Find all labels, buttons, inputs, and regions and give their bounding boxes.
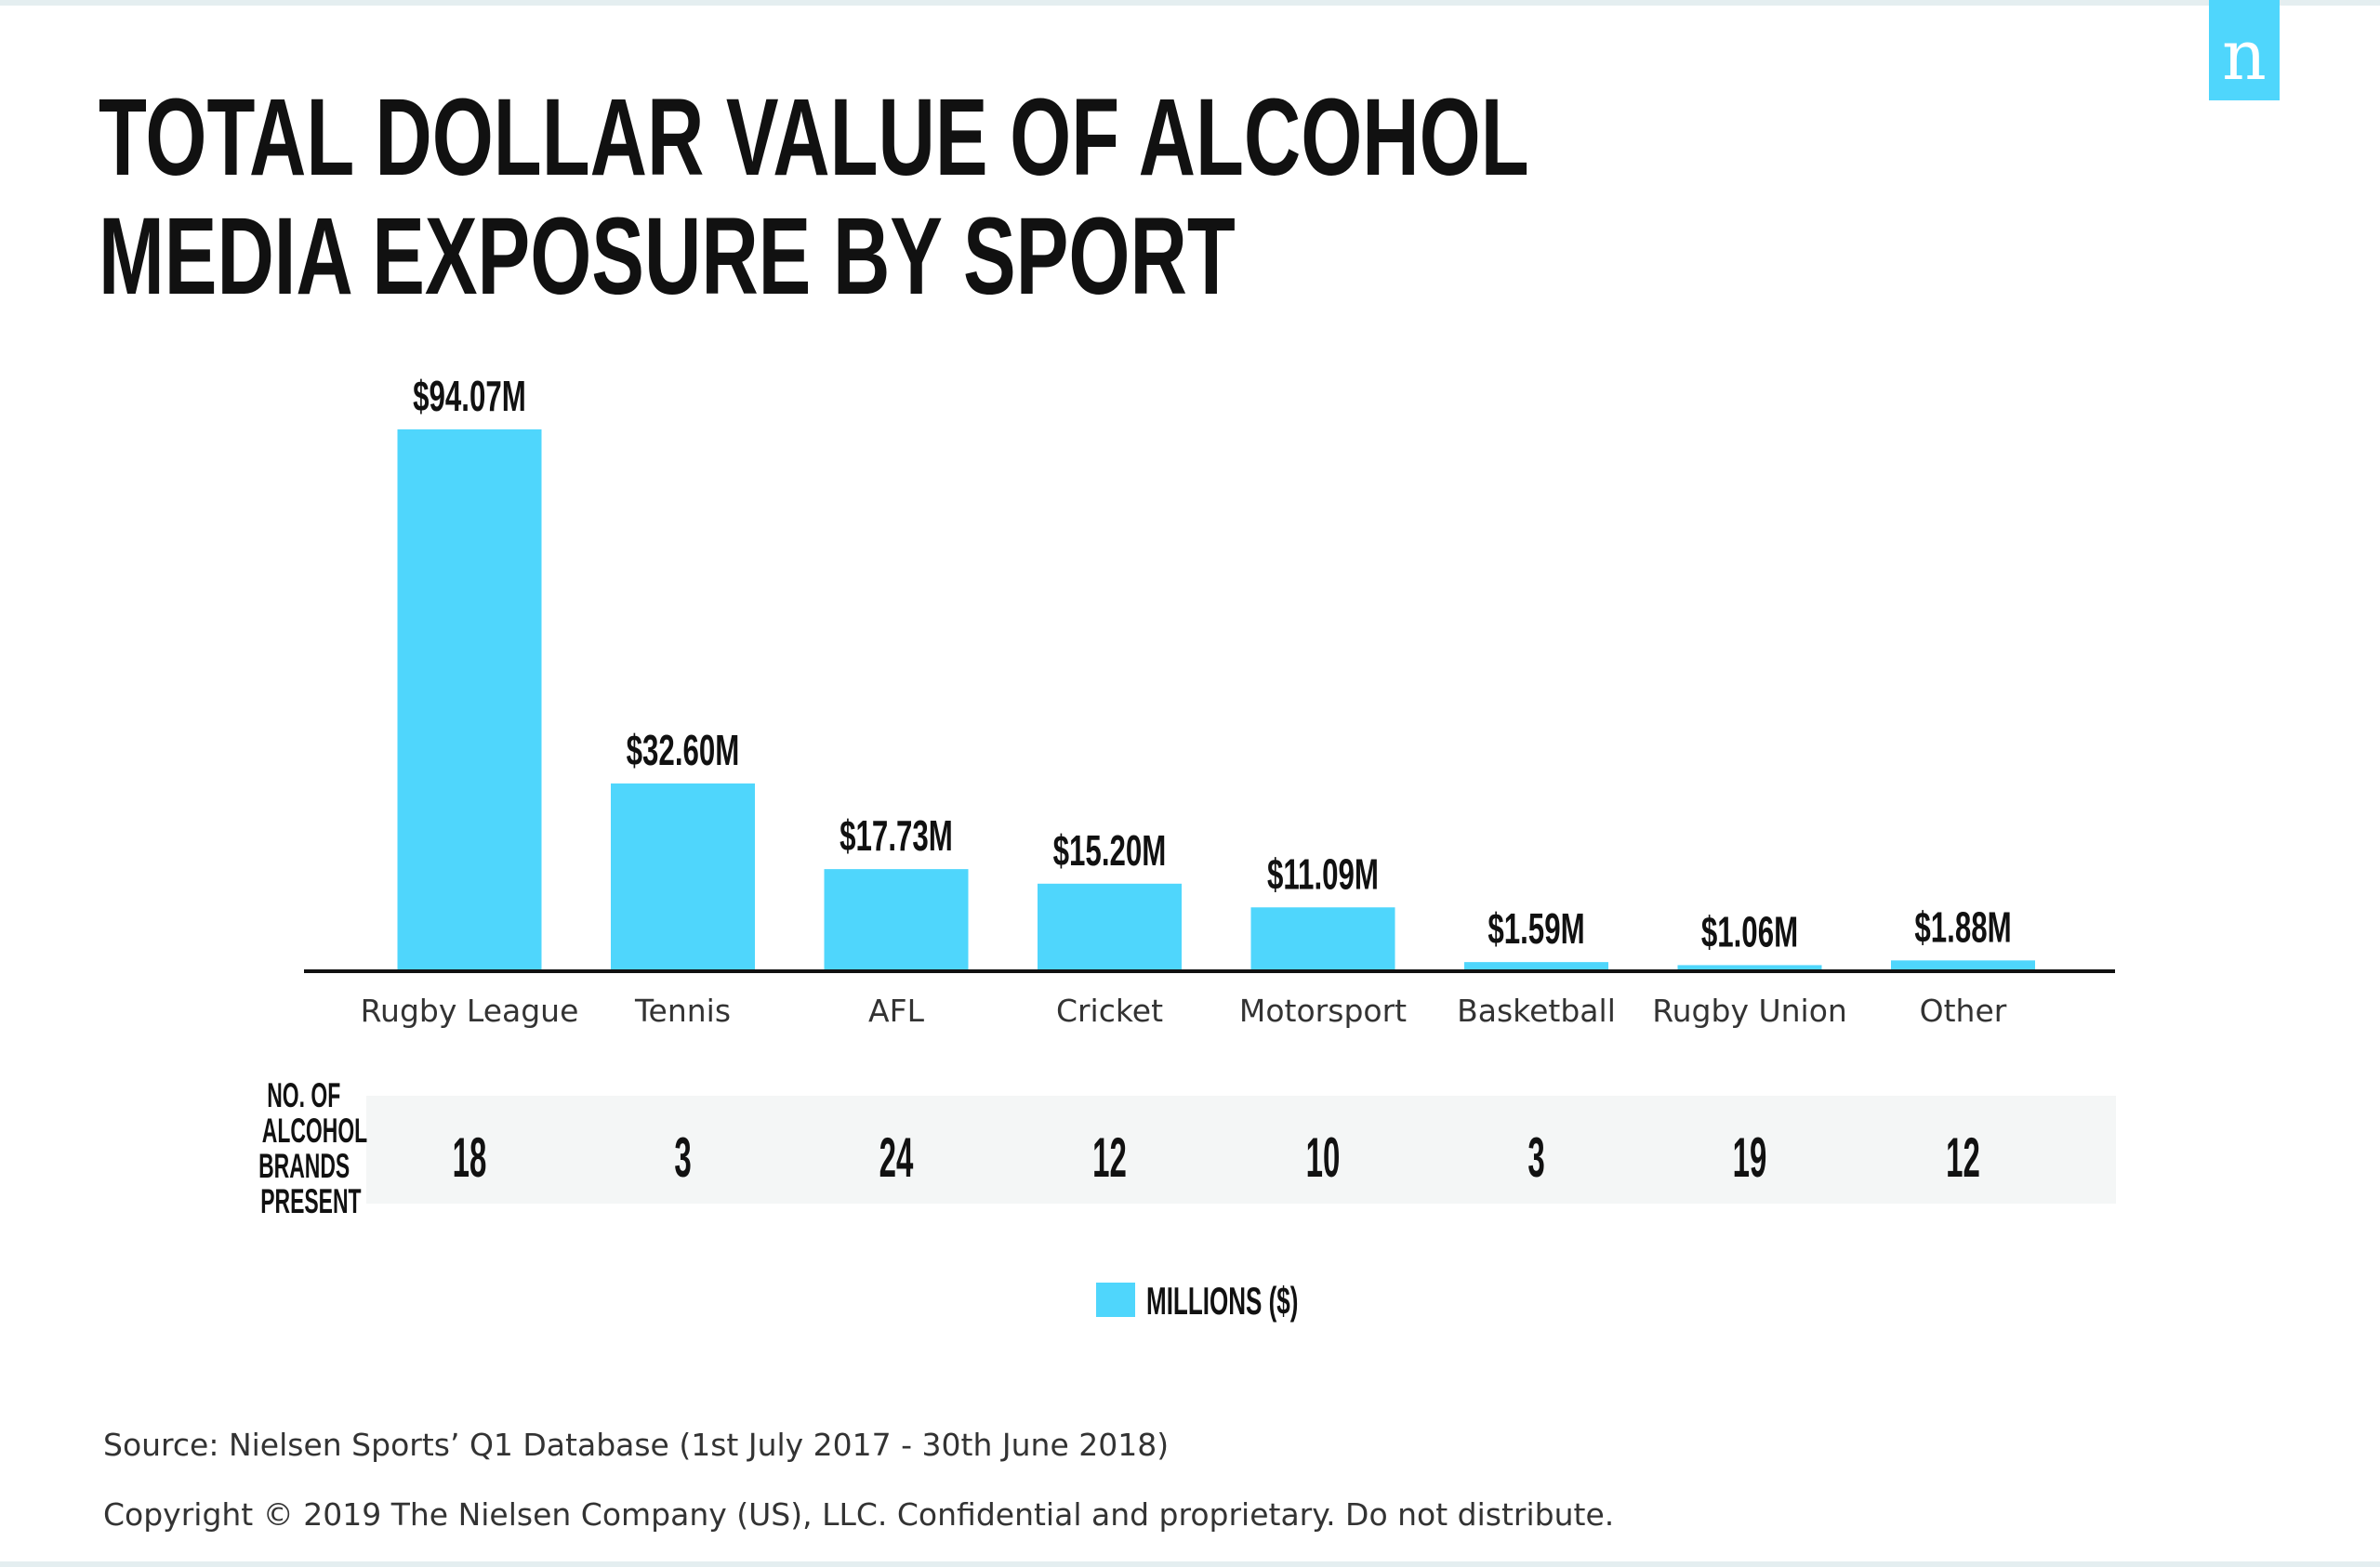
- brands-count: 3: [674, 1127, 691, 1190]
- title-line-2: MEDIA EXPOSURE BY SPORT: [99, 195, 1236, 318]
- category-label: Motorsport: [1239, 993, 1407, 1029]
- source-note: Source: Nielsen Sports’ Q1 Database (1st…: [103, 1427, 1170, 1463]
- row-header-line: BRANDS: [258, 1147, 350, 1185]
- copyright-note: Copyright © 2019 The Nielsen Company (US…: [103, 1496, 1615, 1533]
- bottom-border: [0, 1561, 2380, 1567]
- brands-count: 18: [453, 1127, 487, 1190]
- bar: [1464, 962, 1608, 971]
- category-label: Cricket: [1056, 993, 1163, 1029]
- row-header-line: NO. OF: [267, 1076, 341, 1114]
- chart-title: TOTAL DOLLAR VALUE OF ALCOHOL MEDIA EXPO…: [99, 78, 1529, 316]
- category-label: AFL: [868, 993, 925, 1029]
- brands-count: 10: [1306, 1127, 1341, 1190]
- brands-count: 12: [1946, 1127, 1980, 1190]
- data-label: $15.20M: [1053, 827, 1167, 875]
- data-label: $94.07M: [413, 373, 526, 420]
- category-label: Tennis: [634, 993, 731, 1029]
- data-label: $32.60M: [627, 727, 740, 774]
- top-border: [0, 0, 2380, 6]
- bar: [1038, 883, 1182, 971]
- bar: [824, 869, 969, 971]
- category-label: Rugby Union: [1652, 993, 1847, 1029]
- brands-count: 12: [1092, 1127, 1127, 1190]
- category-label: Rugby League: [361, 993, 579, 1029]
- brands-count: 3: [1527, 1127, 1544, 1190]
- category-label: Basketball: [1457, 993, 1616, 1029]
- brands-count: 19: [1733, 1127, 1767, 1190]
- bar: [1677, 965, 1822, 971]
- bar: [397, 429, 542, 971]
- bar: [611, 783, 755, 971]
- brands-row-header: NO. OF ALCOHOL BRANDS PRESENT: [230, 1078, 378, 1219]
- legend-label: MILLIONS ($): [1146, 1279, 1299, 1323]
- data-label: $17.73M: [840, 812, 953, 860]
- title-line-1: TOTAL DOLLAR VALUE OF ALCOHOL: [99, 76, 1529, 199]
- brands-row-background: [366, 1096, 2116, 1204]
- brands-count: 24: [879, 1127, 914, 1190]
- legend-swatch: [1096, 1283, 1135, 1317]
- bar: [1891, 960, 2035, 971]
- category-label: Other: [1920, 993, 2007, 1029]
- data-label: $1.88M: [1914, 903, 2011, 951]
- row-header-line: PRESENT: [260, 1182, 362, 1220]
- bar: [1250, 907, 1395, 971]
- data-label: $1.06M: [1701, 908, 1798, 955]
- row-header-line: ALCOHOL: [261, 1112, 368, 1150]
- data-label: $11.09M: [1267, 850, 1379, 898]
- data-label: $1.59M: [1488, 905, 1584, 953]
- nielsen-logo: n: [2209, 0, 2280, 100]
